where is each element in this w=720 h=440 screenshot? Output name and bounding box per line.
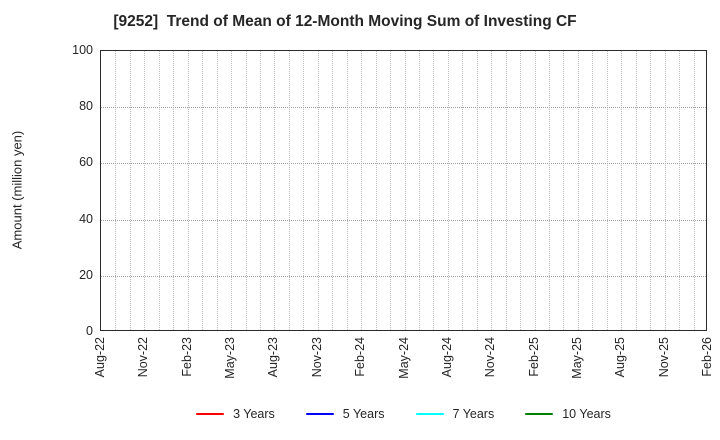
y-axis-label: Amount (million yen) (9, 130, 25, 250)
legend-item-label: 5 Years (342, 407, 385, 421)
legend-line-swatch (415, 412, 444, 416)
y-tick-label: 20 (79, 267, 93, 282)
grid-line-vertical (245, 51, 247, 330)
grid-line-vertical (288, 51, 290, 330)
legend-item: 5 Years (305, 407, 385, 421)
legend-item: 10 Years (525, 407, 611, 421)
grid-line-vertical (404, 51, 406, 330)
grid-line-vertical (577, 51, 579, 330)
grid-line-vertical (187, 51, 189, 330)
grid-line-vertical (534, 51, 536, 330)
grid-line-vertical (549, 51, 551, 330)
grid-line-horizontal (101, 275, 706, 277)
grid-line-vertical (274, 51, 276, 330)
grid-line-vertical (606, 51, 608, 330)
x-tick-label-text: Feb-25 (526, 337, 541, 377)
x-tick-label: Feb-25 (527, 337, 541, 382)
grid-line-vertical (563, 51, 565, 330)
grid-line-vertical (390, 51, 392, 330)
y-tick-label: 60 (79, 155, 93, 170)
chart-title: [9252] Trend of Mean of 12-Month Moving … (113, 13, 577, 30)
y-tick-label: 80 (79, 99, 93, 114)
x-tick-label: Nov-23 (310, 337, 324, 382)
grid-line-vertical (317, 51, 319, 330)
x-tick-label-text: Feb-24 (353, 337, 368, 377)
x-tick-label: Nov-25 (657, 337, 671, 382)
grid-line-vertical (462, 51, 464, 330)
grid-line-vertical (375, 51, 377, 330)
grid-line-vertical (259, 51, 261, 330)
grid-line-horizontal (101, 219, 706, 221)
grid-line-vertical (476, 51, 478, 330)
legend-item-label: 10 Years (562, 407, 611, 421)
grid-line-vertical (505, 51, 507, 330)
grid-line-vertical (650, 51, 652, 330)
x-tick-label-text: Nov-23 (309, 337, 324, 378)
grid-line-vertical (418, 51, 420, 330)
x-tick-label-text: May-24 (396, 337, 411, 379)
y-tick-label: 40 (79, 211, 93, 226)
legend-item: 7 Years (415, 407, 495, 421)
grid-line-vertical (129, 51, 131, 330)
legend-item-label: 7 Years (452, 407, 495, 421)
x-tick-label-text: Aug-22 (93, 337, 107, 378)
legend-line-swatch (305, 412, 334, 416)
y-tick-label: 0 (86, 324, 93, 338)
grid-line-vertical (173, 51, 175, 330)
x-tick-label-text: Nov-24 (483, 337, 498, 378)
x-tick-label-text: May-25 (569, 337, 584, 379)
grid-line-vertical (202, 51, 204, 330)
legend-item: 3 Years (196, 407, 275, 421)
grid-line-vertical (433, 51, 435, 330)
x-tick-label: Aug-24 (440, 337, 454, 382)
x-tick-label: Feb-24 (353, 337, 367, 382)
grid-line-vertical (679, 51, 681, 330)
grid-line-vertical (158, 51, 160, 330)
grid-line-vertical (491, 51, 493, 330)
grid-line-vertical (361, 51, 363, 330)
x-tick-label-text: Aug-24 (439, 337, 454, 378)
x-tick-label: May-24 (397, 337, 411, 384)
x-tick-label-text: May-23 (223, 337, 238, 379)
x-tick-label: May-25 (570, 337, 584, 384)
x-tick-label: Nov-24 (483, 337, 497, 382)
grid-line-horizontal (101, 163, 706, 165)
plot-area (100, 50, 707, 331)
grid-line-vertical (635, 51, 637, 330)
x-tick-label: Nov-22 (136, 337, 150, 382)
grid-line-vertical (621, 51, 623, 330)
y-tick-label: 100 (72, 43, 93, 57)
grid-line-horizontal (101, 107, 706, 109)
grid-line-vertical (332, 51, 334, 330)
grid-line-vertical (592, 51, 594, 330)
x-tick-label-text: Aug-23 (266, 337, 281, 378)
grid-line-vertical (216, 51, 218, 330)
x-tick-label-text: Aug-25 (613, 337, 628, 378)
x-tick-label-text: Nov-25 (656, 337, 671, 378)
grid-line-vertical (447, 51, 449, 330)
x-tick-label: Aug-25 (613, 337, 627, 382)
x-tick-label: Aug-22 (93, 337, 107, 382)
grid-line-vertical (144, 51, 146, 330)
x-tick-label: May-23 (223, 337, 237, 384)
legend-line-swatch (196, 412, 225, 416)
x-tick-label-text: Nov-22 (136, 337, 151, 378)
grid-line-vertical (231, 51, 233, 330)
x-tick-label-text: Feb-23 (179, 337, 194, 377)
legend-item-label: 3 Years (233, 407, 275, 421)
legend: 3 Years 5 Years 7 Years 10 Years (100, 405, 707, 423)
grid-line-vertical (693, 51, 695, 330)
x-tick-label: Feb-23 (180, 337, 194, 382)
x-tick-label: Feb-26 (700, 337, 714, 382)
grid-line-vertical (303, 51, 305, 330)
grid-line-vertical (664, 51, 666, 330)
grid-line-vertical (115, 51, 117, 330)
legend-line-swatch (525, 412, 554, 416)
grid-line-vertical (346, 51, 348, 330)
grid-line-vertical (520, 51, 522, 330)
x-tick-label-text: Feb-26 (700, 337, 714, 377)
x-tick-label: Aug-23 (266, 337, 280, 382)
